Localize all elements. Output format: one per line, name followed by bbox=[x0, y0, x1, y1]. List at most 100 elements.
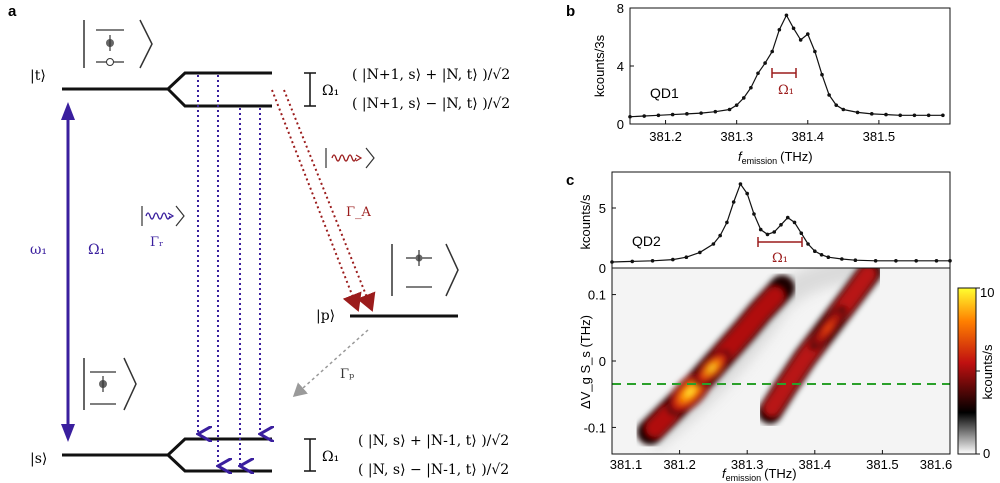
qd2-point bbox=[819, 253, 824, 257]
auger-transitions bbox=[271, 89, 376, 312]
dressed-top-minus: ( |N+1, s⟩ − |N, t⟩ )/√2 bbox=[352, 96, 510, 112]
dressed-top-plus: ( |N+1, s⟩ + |N, t⟩ )/√2 bbox=[352, 67, 510, 83]
gamma-A-label: Γ_A bbox=[346, 205, 372, 220]
qd2-point bbox=[752, 212, 756, 216]
b-xtick-label: 381.4 bbox=[792, 129, 825, 144]
colorbar-label: kcounts/s bbox=[980, 344, 995, 399]
state-s-label: |s⟩ bbox=[30, 451, 47, 467]
qd1-point bbox=[912, 113, 917, 118]
b-ytick-label: 4 bbox=[617, 59, 624, 74]
qd2-point bbox=[813, 249, 817, 253]
gamma-p-label: Γₚ bbox=[340, 367, 354, 382]
b-xtick-label: 381.3 bbox=[720, 129, 753, 144]
ket-p-icon bbox=[391, 243, 459, 297]
radiative-transitions bbox=[198, 75, 260, 466]
panel-c-top-annotation: QD2 bbox=[632, 233, 661, 249]
qd1-point bbox=[763, 61, 767, 65]
photon-icon-red bbox=[325, 147, 375, 169]
qd2-point bbox=[731, 200, 736, 204]
qd2-point bbox=[610, 260, 614, 264]
qd2-point bbox=[738, 182, 743, 186]
map-ytick-label: 0.1 bbox=[588, 288, 606, 303]
panel-b-xticks: 381.2 381.3 381.4 381.5 bbox=[649, 120, 895, 144]
qd2-point bbox=[826, 255, 831, 259]
panel-c-xlabel: femission (THz) bbox=[722, 466, 797, 483]
qd2-point bbox=[772, 230, 777, 234]
qd1-line bbox=[629, 13, 943, 118]
qd2-point bbox=[948, 259, 952, 263]
panel-b-xlabel-f: f bbox=[738, 149, 743, 164]
panel-b-ylabel: kcounts/3s bbox=[592, 34, 607, 97]
Omega1-left-label: Ω₁ bbox=[88, 242, 105, 258]
b-xtick-label: 381.5 bbox=[863, 129, 896, 144]
qd2-point bbox=[745, 191, 749, 196]
qd1-point bbox=[805, 32, 810, 36]
b-xtick-label: 381.2 bbox=[649, 129, 682, 144]
c-top-ytick-label: 5 bbox=[599, 201, 606, 216]
dressed-bottom-plus: ( |N, s⟩ + |N-1, t⟩ )/√2 bbox=[358, 433, 509, 449]
qd1-point bbox=[820, 72, 824, 77]
panel-b-xlabel-unit: (THz) bbox=[780, 149, 813, 164]
heatmap-yticks: 0.1 0 -0.1 bbox=[584, 288, 616, 435]
map-ytick-label: -0.1 bbox=[584, 420, 606, 435]
state-p-label: |p⟩ bbox=[316, 308, 335, 324]
map-xtick-label: 381.5 bbox=[866, 457, 899, 472]
qd1-point bbox=[777, 27, 782, 32]
qd2-point bbox=[650, 259, 655, 263]
map-xtick-label: 381.3 bbox=[731, 457, 764, 472]
colorbar-gradient bbox=[957, 287, 977, 455]
b-ytick-label: 8 bbox=[617, 1, 624, 16]
map-ytick-label: 0 bbox=[599, 354, 606, 369]
map-xtick-label: 381.2 bbox=[663, 457, 696, 472]
qd1-point bbox=[898, 113, 903, 118]
qd1-point bbox=[628, 114, 632, 119]
qd2-point bbox=[671, 257, 675, 262]
panel-b-axes bbox=[629, 7, 951, 125]
panel-c-label: c bbox=[566, 172, 574, 189]
panel-b-xlabel-sub: emission bbox=[742, 156, 778, 166]
qd1-point bbox=[926, 113, 931, 118]
panel-c-top-ylabel: kcounts/s bbox=[578, 194, 593, 249]
panel-c: c 05 kcounts/s QD2 Ω₁ bbox=[566, 171, 995, 483]
panel-b-omega-label: Ω₁ bbox=[778, 83, 794, 98]
qd1-point bbox=[827, 93, 831, 97]
panel-b-omega-bar bbox=[771, 68, 797, 78]
panel-b-annotation: QD1 bbox=[650, 85, 679, 101]
qd1-point bbox=[869, 112, 874, 116]
colorbar-tick-max: 10 bbox=[980, 285, 994, 300]
qd1-point bbox=[749, 85, 753, 90]
panel-b-xlabel: femission (THz) bbox=[738, 149, 813, 166]
splitting-bracket-bottom bbox=[304, 438, 316, 472]
qd2-point bbox=[630, 259, 635, 264]
ket-t-icon bbox=[83, 19, 153, 69]
qd1-point bbox=[798, 38, 803, 42]
qd2-point bbox=[799, 231, 804, 235]
qd2-point bbox=[792, 220, 797, 225]
gamma-r-label: Γᵣ bbox=[150, 235, 164, 250]
colorbar: 10 0 kcounts/s bbox=[957, 285, 995, 461]
heatmap-ylabel: ΔV_g S_s (THz) bbox=[578, 315, 593, 409]
panel-c-omega-bar bbox=[757, 237, 803, 247]
panel-a-label: a bbox=[8, 3, 17, 20]
qd1-point bbox=[855, 110, 860, 115]
panel-b-yticks: 0 4 8 bbox=[617, 1, 634, 132]
panel-c-top-series bbox=[610, 182, 952, 264]
qd1-point bbox=[741, 96, 746, 100]
qd2-point bbox=[853, 258, 858, 263]
c-top-ytick-label: 0 bbox=[599, 261, 606, 276]
gamma-p-arrow bbox=[292, 329, 369, 397]
heatmap-xticks: 381.1 381.2 381.3 381.4 381.5 381.6 bbox=[610, 450, 952, 472]
qd1-point bbox=[841, 107, 846, 112]
qd1-point bbox=[884, 112, 888, 117]
qd2-point bbox=[894, 259, 898, 263]
map-xtick-label: 381.1 bbox=[610, 457, 643, 472]
qd2-point bbox=[840, 257, 844, 261]
panel-b-series bbox=[628, 13, 945, 119]
photon-icon-purple bbox=[141, 205, 185, 227]
qd2-point bbox=[779, 223, 783, 227]
qd2-point bbox=[765, 232, 770, 237]
qd1-point bbox=[941, 113, 945, 118]
qd2-point bbox=[758, 227, 763, 232]
splitting-bracket-top bbox=[304, 72, 316, 107]
